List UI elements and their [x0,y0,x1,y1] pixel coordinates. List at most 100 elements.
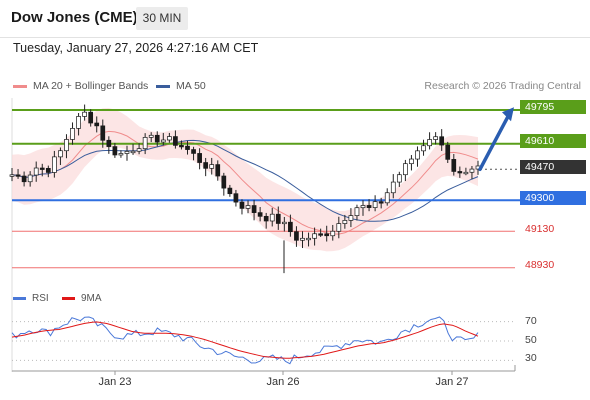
x-label-jan27: Jan 27 [435,376,469,388]
candle-body [421,145,426,152]
candle-body [52,156,57,173]
candle-body [88,111,94,124]
candle-body [39,167,45,170]
bollinger-label: MA 20 + Bollinger Bands [33,80,149,92]
candle-body [275,213,281,224]
level-label-r2: 49795 [520,100,586,114]
ma20-line [11,130,479,235]
candle-body [118,153,124,156]
candle-body [306,237,311,241]
rsi-legend: RSI [13,293,49,304]
candle-body [173,136,178,146]
candle-body [179,145,184,148]
candle-body [94,122,100,127]
rsi-line [11,316,479,365]
candle-body [403,163,408,176]
candle-body [27,174,33,183]
candle-body [203,162,209,169]
timestamp: Tuesday, January 27, 2026 4:27:16 AM CET [13,41,259,55]
candle-body [469,168,475,173]
candle-body [348,215,354,221]
candle-body [396,174,402,183]
candle-body [21,175,27,183]
level-label-r1: 49610 [520,134,586,148]
candle-body [64,139,69,152]
candle-body [9,174,15,177]
candle-body [33,167,39,176]
candle-body [185,145,190,150]
candle-body [463,171,469,175]
candle-body [245,205,251,209]
rsi-swatch [13,297,26,300]
candle-body [154,134,160,143]
candle-body [288,221,293,233]
candle-body [148,134,154,138]
candle-body [233,193,239,203]
candle-body [15,174,21,177]
rsi-tick-50: 50 [525,334,537,346]
candle-body [45,168,51,173]
candle-body [130,150,136,154]
candle-body [445,144,451,160]
candle-body [330,230,336,237]
level-label-s2: 48930 [525,259,555,271]
candle-body [227,187,233,195]
instrument-title: Dow Jones (CME) [11,9,138,26]
candle-body [251,205,257,213]
candle-body [300,237,305,241]
candle-body [221,175,227,189]
candle-body [263,215,269,222]
x-label-jan23: Jan 23 [98,376,132,388]
candle-body [70,128,75,140]
copyright-text: Research © 2026 Trading Central [424,80,581,92]
legend-ma50: MA 50 [156,80,206,92]
level-label-s1: 49130 [525,223,555,235]
candle-body [294,231,299,241]
candle-body [142,137,148,150]
candle-body [281,221,287,225]
candle-body [100,125,106,141]
forecast-arrow-head [502,107,514,122]
candle-body [312,233,317,239]
legend-bollinger: MA 20 + Bollinger Bands [13,80,148,92]
candle-body [136,148,142,152]
candle-body [239,201,245,209]
candle-body [433,136,438,140]
candle-body [427,139,432,147]
candle-body [390,181,396,194]
candle-body [191,149,196,154]
candle-body [366,205,372,208]
candle-body [384,192,390,204]
candle-body [76,116,81,129]
candle-body [342,220,348,224]
rsi-ma-swatch [62,297,75,300]
x-label-jan26: Jan 26 [266,376,300,388]
candle-body [197,153,202,163]
candle-body [360,205,366,209]
ma50-swatch [156,84,170,88]
candle-body [112,146,118,156]
bollinger-band [12,108,478,252]
candle-body [269,213,275,222]
candle-body [451,159,457,172]
candle-body [372,201,378,208]
rsi-tick-70: 70 [525,315,537,327]
ma50-line [11,139,479,222]
ma50-label: MA 50 [176,80,206,92]
timeframe-button[interactable]: 30 MIN [136,7,188,30]
candle-body [409,158,414,165]
candle-body [58,150,63,158]
rsi-ma-legend: 9MA [62,293,102,304]
rsi-label: RSI [32,293,49,304]
bollinger-swatch [13,84,27,88]
candle-body [354,207,360,217]
candle-body [106,139,112,147]
rsi-ma-label: 9MA [81,293,102,304]
candle-body [124,151,130,154]
header-bar: Dow Jones (CME) 30 MIN [0,0,590,38]
forecast-arrow [478,112,511,172]
candle-body [209,164,215,169]
candle-body [324,233,330,237]
candle-body [336,223,342,232]
